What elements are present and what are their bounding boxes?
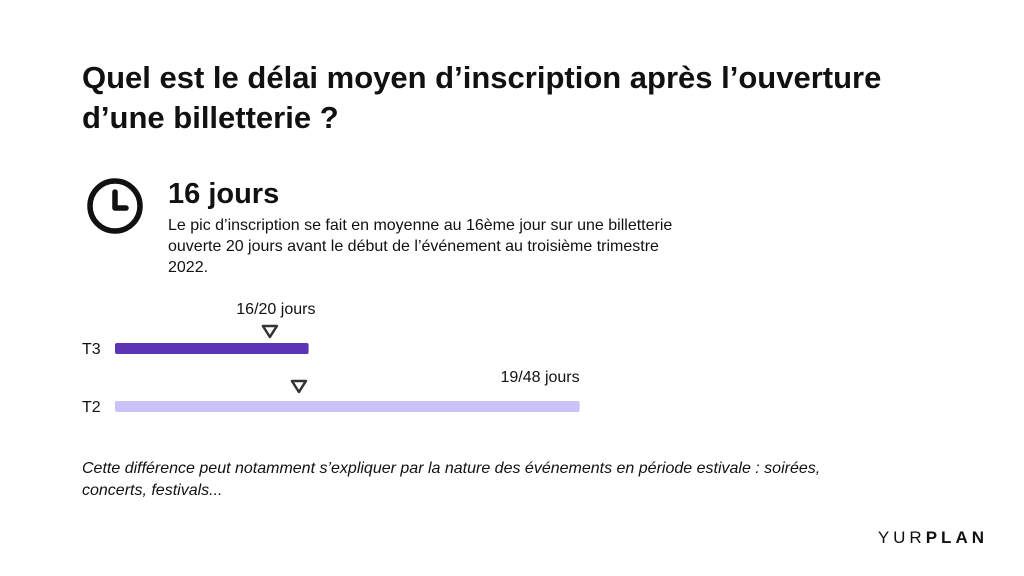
clock-icon xyxy=(87,178,143,234)
stat-description: Le pic d’inscription se fait en moyenne … xyxy=(168,217,673,276)
bar xyxy=(115,401,580,412)
stat-value: 16 jours xyxy=(168,178,280,210)
progress-chart: T3 16/20 jours T2 19/48 jours xyxy=(82,301,580,416)
brand-logo-light: YUR xyxy=(877,528,926,547)
category-label: T3 xyxy=(82,341,101,358)
data-label: 19/48 jours xyxy=(500,369,579,386)
marker-icon xyxy=(290,379,308,394)
data-label: 16/20 jours xyxy=(236,301,315,318)
page-title: Quel est le délai moyen d’inscription ap… xyxy=(82,60,882,135)
brand-logo-bold: PLAN xyxy=(925,528,988,547)
bar xyxy=(115,343,309,354)
brand-logo: YURPLAN xyxy=(878,528,988,548)
footnote: Cette différence peut notamment s’expliq… xyxy=(82,460,821,499)
category-label: T2 xyxy=(82,399,101,416)
marker-icon xyxy=(261,324,279,339)
